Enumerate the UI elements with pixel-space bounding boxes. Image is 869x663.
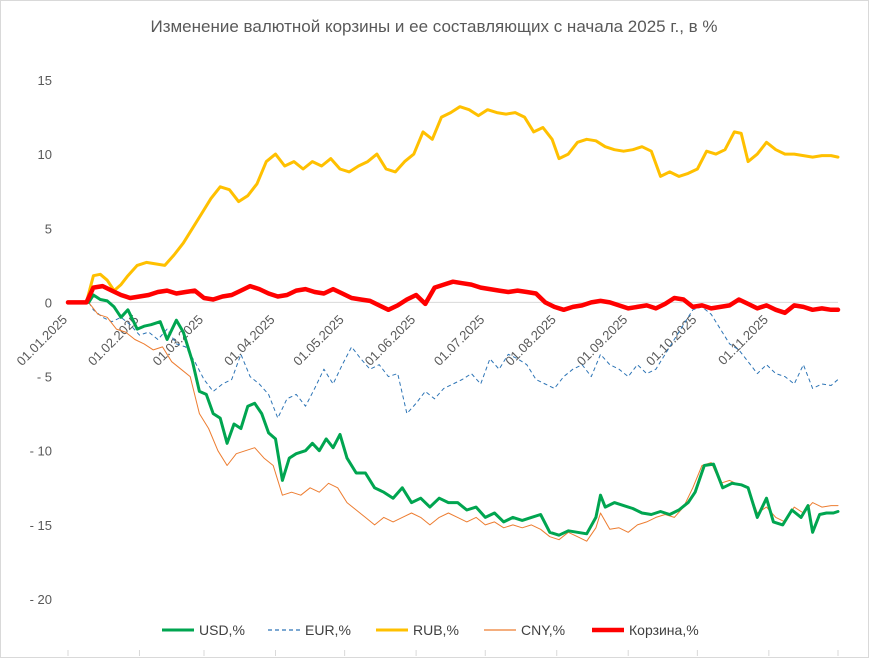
series-line-eur xyxy=(68,301,839,419)
legend-label: CNY,% xyxy=(521,622,565,638)
legend-item: CNY,% xyxy=(484,622,565,638)
y-tick-label: 5 xyxy=(45,221,52,236)
series-line-корзина xyxy=(65,279,841,316)
legend-item: EUR,% xyxy=(268,622,351,638)
chart-title: Изменение валютной корзины и ее составля… xyxy=(150,17,717,36)
y-tick-label: - 5 xyxy=(37,370,52,385)
legend: USD,% EUR,% RUB,% CNY,% Корзина,% xyxy=(162,622,699,638)
y-tick-label: 15 xyxy=(38,73,52,88)
series-line-usd xyxy=(66,293,840,537)
legend-label: USD,% xyxy=(199,622,245,638)
series-line-rub xyxy=(66,105,840,304)
legend-label: RUB,% xyxy=(413,622,459,638)
legend-label: Корзина,% xyxy=(629,622,699,638)
legend-item: Корзина,% xyxy=(592,622,699,638)
legend-item: RUB,% xyxy=(376,622,459,638)
y-tick-label: - 15 xyxy=(30,518,52,533)
y-tick-label: - 10 xyxy=(30,444,52,459)
legend-item: USD,% xyxy=(162,622,245,638)
series-layer xyxy=(65,105,841,542)
y-tick-label: 0 xyxy=(45,295,52,310)
y-tick-label: 10 xyxy=(38,147,52,162)
y-tick-label: - 20 xyxy=(30,592,52,607)
legend-label: EUR,% xyxy=(305,622,351,638)
